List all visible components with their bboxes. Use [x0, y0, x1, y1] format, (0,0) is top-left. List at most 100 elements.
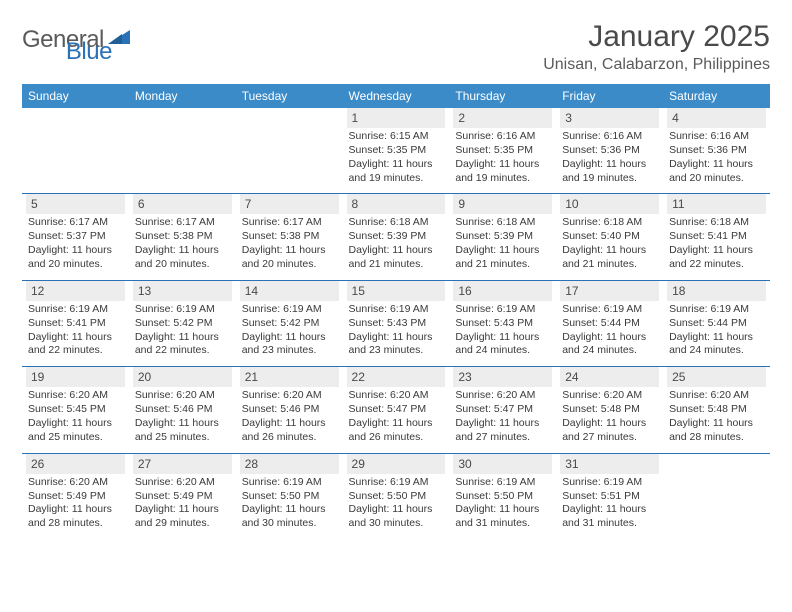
week-row: 5Sunrise: 6:17 AMSunset: 5:37 PMDaylight…	[22, 194, 770, 280]
day-number: 27	[133, 454, 232, 474]
day-detail: Sunrise: 6:19 AMSunset: 5:50 PMDaylight:…	[453, 476, 552, 531]
day-number: 5	[26, 194, 125, 214]
day-detail: Sunrise: 6:18 AMSunset: 5:41 PMDaylight:…	[667, 216, 766, 271]
day-cell: 7Sunrise: 6:17 AMSunset: 5:38 PMDaylight…	[236, 194, 343, 280]
day-number: 31	[560, 454, 659, 474]
logo-text-blue: Blue	[66, 38, 112, 65]
day-number: 11	[667, 194, 766, 214]
day-detail: Sunrise: 6:19 AMSunset: 5:51 PMDaylight:…	[560, 476, 659, 531]
day-number: 20	[133, 367, 232, 387]
title-block: January 2025 Unisan, Calabarzon, Philipp…	[543, 20, 770, 74]
day-detail: Sunrise: 6:19 AMSunset: 5:50 PMDaylight:…	[240, 476, 339, 531]
dow-header: Monday	[129, 84, 236, 108]
day-detail: Sunrise: 6:17 AMSunset: 5:38 PMDaylight:…	[133, 216, 232, 271]
day-cell: 18Sunrise: 6:19 AMSunset: 5:44 PMDayligh…	[663, 280, 770, 366]
header: General Blue January 2025 Unisan, Calaba…	[22, 20, 770, 74]
week-row: 1Sunrise: 6:15 AMSunset: 5:35 PMDaylight…	[22, 108, 770, 194]
day-cell: 6Sunrise: 6:17 AMSunset: 5:38 PMDaylight…	[129, 194, 236, 280]
day-number: 12	[26, 281, 125, 301]
day-number: 21	[240, 367, 339, 387]
dow-header: Tuesday	[236, 84, 343, 108]
day-cell: 2Sunrise: 6:16 AMSunset: 5:35 PMDaylight…	[449, 108, 556, 194]
dow-header: Wednesday	[343, 84, 450, 108]
day-detail: Sunrise: 6:16 AMSunset: 5:36 PMDaylight:…	[560, 130, 659, 185]
day-of-week-row: SundayMondayTuesdayWednesdayThursdayFrid…	[22, 84, 770, 108]
day-cell: 17Sunrise: 6:19 AMSunset: 5:44 PMDayligh…	[556, 280, 663, 366]
day-cell: 30Sunrise: 6:19 AMSunset: 5:50 PMDayligh…	[449, 453, 556, 539]
day-number: 8	[347, 194, 446, 214]
day-detail: Sunrise: 6:18 AMSunset: 5:40 PMDaylight:…	[560, 216, 659, 271]
day-number: 1	[347, 108, 446, 128]
day-cell: 13Sunrise: 6:19 AMSunset: 5:42 PMDayligh…	[129, 280, 236, 366]
day-number: 17	[560, 281, 659, 301]
day-detail: Sunrise: 6:19 AMSunset: 5:41 PMDaylight:…	[26, 303, 125, 358]
day-number: 22	[347, 367, 446, 387]
day-cell: 19Sunrise: 6:20 AMSunset: 5:45 PMDayligh…	[22, 367, 129, 453]
day-detail: Sunrise: 6:16 AMSunset: 5:36 PMDaylight:…	[667, 130, 766, 185]
day-number: 10	[560, 194, 659, 214]
day-detail: Sunrise: 6:18 AMSunset: 5:39 PMDaylight:…	[347, 216, 446, 271]
day-number: 14	[240, 281, 339, 301]
logo: General Blue	[22, 20, 178, 54]
day-detail: Sunrise: 6:17 AMSunset: 5:38 PMDaylight:…	[240, 216, 339, 271]
day-number: 24	[560, 367, 659, 387]
dow-header: Friday	[556, 84, 663, 108]
day-cell: 11Sunrise: 6:18 AMSunset: 5:41 PMDayligh…	[663, 194, 770, 280]
day-cell: 25Sunrise: 6:20 AMSunset: 5:48 PMDayligh…	[663, 367, 770, 453]
day-detail: Sunrise: 6:19 AMSunset: 5:42 PMDaylight:…	[133, 303, 232, 358]
day-cell: 20Sunrise: 6:20 AMSunset: 5:46 PMDayligh…	[129, 367, 236, 453]
day-number: 9	[453, 194, 552, 214]
day-cell: 5Sunrise: 6:17 AMSunset: 5:37 PMDaylight…	[22, 194, 129, 280]
dow-header: Thursday	[449, 84, 556, 108]
day-number: 6	[133, 194, 232, 214]
day-cell: 1Sunrise: 6:15 AMSunset: 5:35 PMDaylight…	[343, 108, 450, 194]
day-number: 29	[347, 454, 446, 474]
day-detail: Sunrise: 6:20 AMSunset: 5:47 PMDaylight:…	[453, 389, 552, 444]
location-subtitle: Unisan, Calabarzon, Philippines	[543, 56, 770, 74]
day-cell	[663, 453, 770, 539]
day-number: 16	[453, 281, 552, 301]
dow-header: Sunday	[22, 84, 129, 108]
day-cell: 12Sunrise: 6:19 AMSunset: 5:41 PMDayligh…	[22, 280, 129, 366]
day-cell	[129, 108, 236, 194]
day-detail: Sunrise: 6:19 AMSunset: 5:44 PMDaylight:…	[667, 303, 766, 358]
month-title: January 2025	[543, 20, 770, 54]
day-cell: 3Sunrise: 6:16 AMSunset: 5:36 PMDaylight…	[556, 108, 663, 194]
day-detail: Sunrise: 6:18 AMSunset: 5:39 PMDaylight:…	[453, 216, 552, 271]
day-cell: 4Sunrise: 6:16 AMSunset: 5:36 PMDaylight…	[663, 108, 770, 194]
day-cell	[236, 108, 343, 194]
day-number: 19	[26, 367, 125, 387]
week-row: 26Sunrise: 6:20 AMSunset: 5:49 PMDayligh…	[22, 453, 770, 539]
day-number: 7	[240, 194, 339, 214]
day-detail: Sunrise: 6:20 AMSunset: 5:49 PMDaylight:…	[133, 476, 232, 531]
day-number: 18	[667, 281, 766, 301]
day-number: 2	[453, 108, 552, 128]
dow-header: Saturday	[663, 84, 770, 108]
week-row: 19Sunrise: 6:20 AMSunset: 5:45 PMDayligh…	[22, 367, 770, 453]
day-number: 26	[26, 454, 125, 474]
day-detail: Sunrise: 6:15 AMSunset: 5:35 PMDaylight:…	[347, 130, 446, 185]
day-number: 15	[347, 281, 446, 301]
day-detail: Sunrise: 6:17 AMSunset: 5:37 PMDaylight:…	[26, 216, 125, 271]
day-detail: Sunrise: 6:16 AMSunset: 5:35 PMDaylight:…	[453, 130, 552, 185]
day-cell: 23Sunrise: 6:20 AMSunset: 5:47 PMDayligh…	[449, 367, 556, 453]
calendar-table: SundayMondayTuesdayWednesdayThursdayFrid…	[22, 84, 770, 539]
day-detail: Sunrise: 6:19 AMSunset: 5:43 PMDaylight:…	[347, 303, 446, 358]
day-cell: 22Sunrise: 6:20 AMSunset: 5:47 PMDayligh…	[343, 367, 450, 453]
day-cell: 27Sunrise: 6:20 AMSunset: 5:49 PMDayligh…	[129, 453, 236, 539]
day-cell: 24Sunrise: 6:20 AMSunset: 5:48 PMDayligh…	[556, 367, 663, 453]
day-detail: Sunrise: 6:20 AMSunset: 5:46 PMDaylight:…	[240, 389, 339, 444]
day-cell: 21Sunrise: 6:20 AMSunset: 5:46 PMDayligh…	[236, 367, 343, 453]
day-cell: 26Sunrise: 6:20 AMSunset: 5:49 PMDayligh…	[22, 453, 129, 539]
day-detail: Sunrise: 6:19 AMSunset: 5:44 PMDaylight:…	[560, 303, 659, 358]
day-cell: 10Sunrise: 6:18 AMSunset: 5:40 PMDayligh…	[556, 194, 663, 280]
day-number: 13	[133, 281, 232, 301]
day-detail: Sunrise: 6:20 AMSunset: 5:48 PMDaylight:…	[667, 389, 766, 444]
day-cell: 29Sunrise: 6:19 AMSunset: 5:50 PMDayligh…	[343, 453, 450, 539]
day-detail: Sunrise: 6:20 AMSunset: 5:46 PMDaylight:…	[133, 389, 232, 444]
day-detail: Sunrise: 6:20 AMSunset: 5:49 PMDaylight:…	[26, 476, 125, 531]
day-cell: 14Sunrise: 6:19 AMSunset: 5:42 PMDayligh…	[236, 280, 343, 366]
day-cell: 16Sunrise: 6:19 AMSunset: 5:43 PMDayligh…	[449, 280, 556, 366]
day-number: 30	[453, 454, 552, 474]
day-number: 4	[667, 108, 766, 128]
